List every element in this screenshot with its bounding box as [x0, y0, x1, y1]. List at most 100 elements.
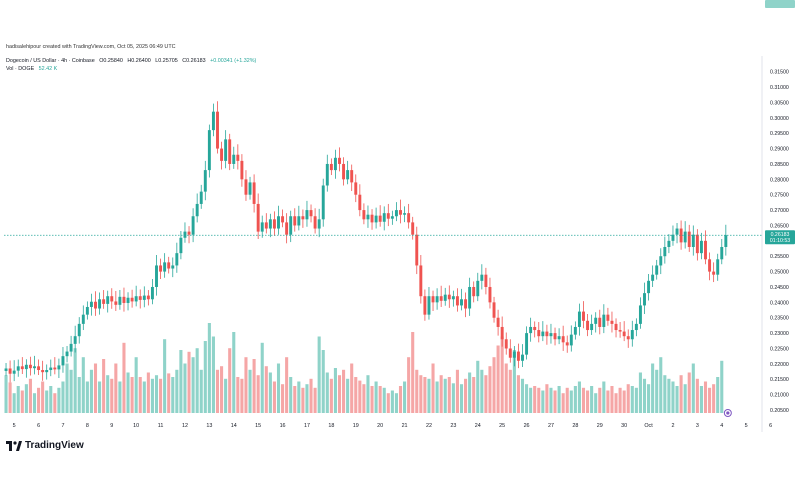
volume-bar: [37, 387, 41, 413]
volume-bar: [69, 369, 73, 413]
volume-bar: [382, 387, 386, 413]
volume-bar: [293, 386, 297, 413]
volume-bar: [61, 381, 65, 413]
volume-bar: [516, 375, 520, 413]
candle-body: [171, 265, 175, 269]
candle-body: [102, 299, 106, 304]
volume-bar: [289, 377, 293, 413]
volume-bar: [321, 350, 325, 413]
candle-body: [248, 182, 252, 195]
candle-body: [20, 366, 24, 370]
volume-label[interactable]: Vol · DOGE: [6, 66, 35, 72]
candle-body: [577, 311, 581, 327]
candle-body: [573, 326, 577, 335]
volume-bar: [630, 386, 634, 413]
volume-legend: Vol · DOGE 52.42 K: [6, 66, 60, 72]
volume-bar: [394, 393, 398, 413]
candle-body: [525, 333, 529, 355]
candle-body: [12, 370, 16, 374]
candle-body: [350, 170, 354, 183]
x-tick-label: 4: [720, 423, 723, 429]
candle-body: [476, 280, 480, 297]
candle-body: [342, 163, 346, 180]
volume-bar: [305, 384, 309, 413]
volume-bar: [655, 369, 659, 413]
volume-bar: [537, 387, 541, 413]
y-tick-label: 0.23500: [770, 316, 789, 322]
close-value: C0.26183: [182, 58, 206, 64]
volume-bar: [415, 369, 419, 413]
candle-body: [582, 311, 585, 321]
candle-body: [403, 213, 407, 215]
volume-bar: [573, 386, 577, 413]
volume-bar: [285, 357, 289, 413]
volume-bar: [407, 357, 411, 413]
candle-body: [679, 228, 683, 243]
x-tick-label: 24: [475, 423, 481, 429]
y-tick-label: 0.27000: [770, 208, 789, 214]
candle-body: [228, 139, 232, 164]
volume-bar: [41, 381, 45, 413]
latest-bar-marker-dot-icon: [726, 411, 730, 415]
candle-body: [179, 237, 183, 254]
candle-body: [126, 297, 130, 303]
candle-body: [610, 320, 614, 324]
candle-body: [516, 351, 520, 361]
volume-bar: [49, 386, 53, 413]
symbol-name[interactable]: Dogecoin / US Dollar · 4h · Coinbase: [6, 58, 95, 64]
volume-bar: [32, 393, 37, 413]
candle-body: [492, 302, 496, 318]
volume-bar: [167, 373, 171, 413]
y-tick-label: 0.28500: [770, 162, 789, 168]
candle-body: [390, 216, 394, 219]
volume-bar: [281, 384, 285, 413]
volume-bar: [248, 369, 252, 413]
volume-bar: [610, 386, 614, 413]
volume-bar: [476, 360, 480, 413]
volume-bar: [191, 357, 195, 413]
volume-bar: [451, 383, 455, 413]
volume-bar: [240, 378, 244, 413]
x-tick-label: 15: [255, 423, 261, 429]
volume-bar: [638, 372, 642, 413]
candle-body: [264, 222, 268, 229]
current-price-label: 0.26183: [771, 232, 790, 238]
volume-bar: [659, 357, 663, 413]
volume-bar: [215, 369, 220, 413]
volume-bar: [703, 381, 708, 413]
volume-bar: [16, 386, 20, 413]
volume-bar: [142, 381, 146, 413]
candle-body: [354, 182, 358, 195]
x-tick-label: 21: [402, 423, 408, 429]
volume-bar: [598, 387, 602, 413]
volume-bar: [85, 381, 89, 413]
candle-body: [557, 336, 561, 340]
candle-body: [716, 259, 720, 275]
volume-bar: [561, 393, 565, 413]
y-tick-label: 0.26500: [770, 223, 789, 229]
volume-bar: [606, 390, 610, 413]
x-tick-label: 23: [450, 423, 456, 429]
volume-bar: [106, 375, 110, 413]
volume-bar: [675, 386, 679, 413]
volume-bar: [569, 390, 573, 413]
candle-body: [289, 216, 293, 235]
candle-body: [277, 216, 280, 229]
candle-body: [317, 219, 321, 229]
x-tick-label: 9: [110, 423, 113, 429]
volume-bar: [337, 375, 342, 413]
candle-body: [634, 323, 638, 331]
volume-bar: [581, 387, 586, 413]
x-tick-label: 7: [61, 423, 64, 429]
candle-body: [16, 366, 20, 371]
y-tick-label: 0.24000: [770, 300, 789, 306]
candle-body: [146, 295, 150, 300]
volume-bar: [545, 384, 549, 413]
candle-body: [553, 333, 557, 340]
candle-body: [155, 265, 158, 287]
candle-body: [94, 301, 97, 309]
volume-bar: [403, 381, 407, 413]
volume-bar: [362, 384, 366, 413]
candle-body: [626, 336, 630, 340]
